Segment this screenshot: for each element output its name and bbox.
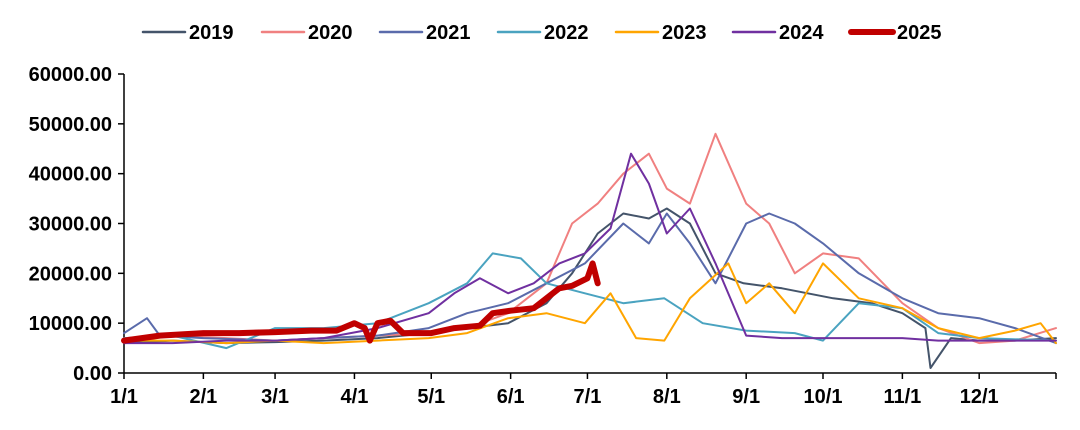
legend-item-2019: 2019 (141, 22, 234, 44)
y-tick-label: 30000.00 (29, 214, 112, 236)
series-line-2025 (121, 260, 601, 344)
x-tick-label: 6/1 (497, 386, 525, 408)
legend-item-2020: 2020 (260, 22, 353, 44)
legend-label: 2023 (662, 22, 707, 44)
y-tick-label: 50000.00 (29, 114, 112, 136)
legend-item-2023: 2023 (614, 22, 707, 44)
legend-item-2022: 2022 (496, 22, 589, 44)
plot-area (121, 132, 1057, 369)
legend-item-2021: 2021 (378, 22, 471, 44)
y-tick-label: 60000.00 (29, 64, 112, 86)
x-tick-label: 12/1 (960, 386, 999, 408)
y-tick-label: 10000.00 (29, 313, 112, 335)
legend-label: 2020 (308, 22, 353, 44)
x-tick-label: 1/1 (110, 386, 138, 408)
x-tick-label: 9/1 (732, 386, 760, 408)
x-tick-label: 7/1 (574, 386, 602, 408)
x-tick-label: 4/1 (341, 386, 369, 408)
legend-label: 2021 (426, 22, 471, 44)
series-line-2020 (123, 132, 1057, 345)
series-line-2024 (123, 152, 1057, 345)
legend-label: 2024 (779, 22, 824, 44)
legend-label: 2025 (897, 22, 942, 44)
y-tick-label: 40000.00 (29, 164, 112, 186)
x-tick-label: 11/1 (883, 386, 921, 408)
legend-item-2024: 2024 (731, 22, 824, 44)
series-line-2023 (123, 262, 1057, 345)
series-line-2019 (123, 207, 1057, 369)
x-tick-label: 2/1 (189, 386, 217, 408)
y-tick-label: 0.00 (73, 363, 112, 385)
x-tick-label: 5/1 (417, 386, 445, 408)
x-tick-label: 3/1 (261, 386, 289, 408)
legend-item-2025: 2025 (848, 22, 942, 44)
legend-label: 2022 (544, 22, 589, 44)
legend: 2019 2020 2021 2022 2023 2024 2025 (141, 22, 942, 44)
legend-label: 2019 (189, 22, 234, 44)
x-axis: 1/1 2/1 3/1 4/1 5/1 6/1 7/1 8/1 9/1 10/1 11/1 12/1 (110, 372, 1057, 408)
x-tick-label: 8/1 (653, 386, 681, 408)
y-tick-label: 20000.00 (29, 263, 112, 285)
x-tick-label: 10/1 (804, 386, 843, 408)
y-axis: 0.00 10000.00 20000.00 30000.00 40000.00 5000… (29, 64, 125, 385)
